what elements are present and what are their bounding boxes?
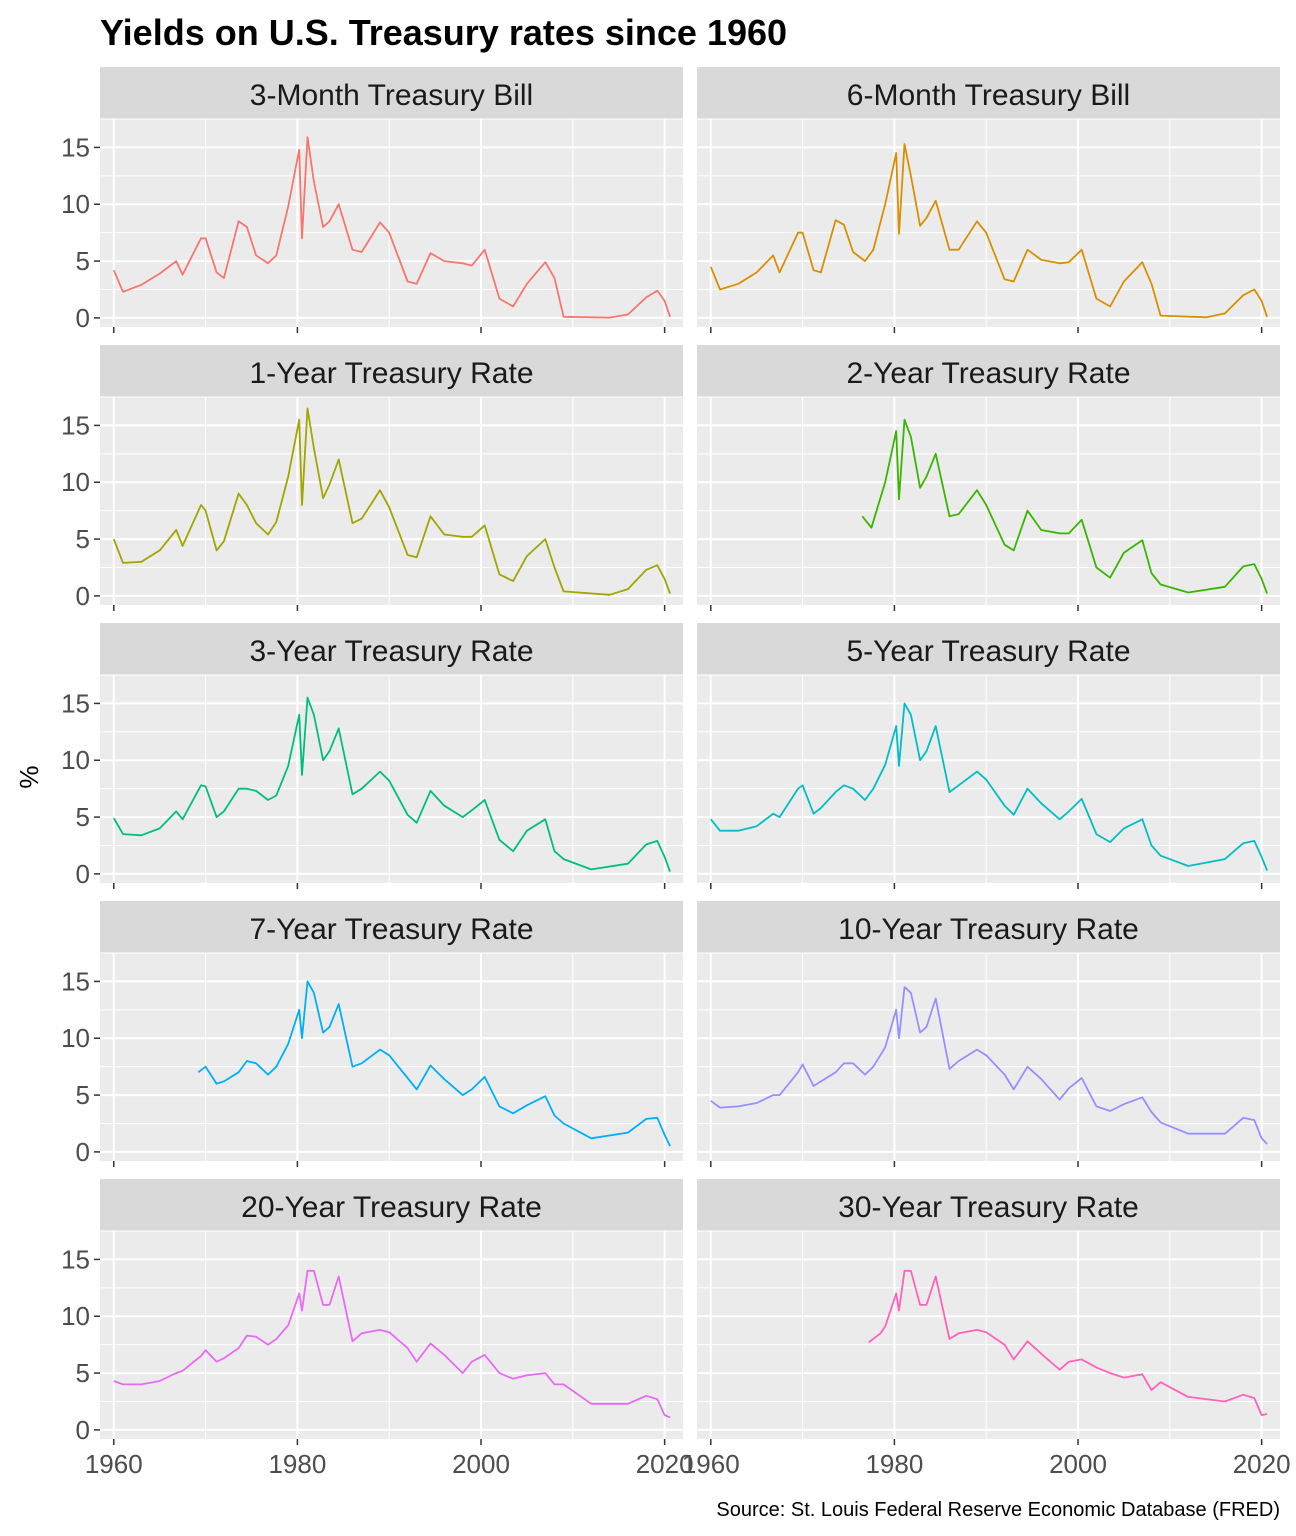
facet-strip-label: 5-Year Treasury Rate [846,635,1130,668]
panel-background [697,119,1280,327]
y-axis-title: % [14,765,44,788]
x-tick-label: 1960 [85,1449,143,1479]
facet-strip [697,1179,1280,1231]
facet-strip-label: 10-Year Treasury Rate [838,913,1139,946]
facet-strip [100,67,683,119]
x-tick-label: 2020 [636,1449,694,1479]
facet-strip-label: 3-Year Treasury Rate [249,635,533,668]
y-tick-label: 0 [76,581,90,611]
facet-panel-7: 7-Year Treasury Rate 0 5 10 15 [61,901,683,1167]
series-line [861,418,1268,594]
y-tick-label: 15 [61,410,90,440]
series-line [710,986,1268,1145]
panel-background [100,119,683,327]
facet-strip [100,1179,683,1231]
panel-background [100,397,683,605]
facet-strip [697,901,1280,953]
series-line [868,1269,1268,1416]
y-tick-label: 10 [61,189,90,219]
panel-background [697,397,1280,605]
y-tick-label: 5 [76,1358,90,1388]
x-tick-label: 2000 [1049,1449,1107,1479]
facet-strip-label: 30-Year Treasury Rate [838,1191,1139,1224]
facet-panel-2: 6-Month Treasury Bill [697,67,1280,333]
series-line [710,702,1268,871]
facet-panel-6: 5-Year Treasury Rate [697,623,1280,889]
facet-strip [697,623,1280,675]
facet-strip-label: 6-Month Treasury Bill [847,79,1130,112]
y-tick-label: 15 [61,132,90,162]
facet-panel-5: 3-Year Treasury Rate 0 5 10 15 [61,623,683,889]
series-line [709,143,1268,319]
y-tick-label: 0 [76,303,90,333]
y-tick-label: 5 [76,246,90,276]
x-tick-label: 1980 [268,1449,326,1479]
y-tick-label: 5 [76,1080,90,1110]
y-tick-label: 10 [61,745,90,775]
facet-panels: 3-Month Treasury Bill 0 5 10 15 6-Month Treas… [61,67,1291,1479]
panel-background [697,675,1280,883]
facet-strip-label: 2-Year Treasury Rate [846,357,1130,390]
facet-strip [100,623,683,675]
y-tick-label: 0 [76,1137,90,1167]
facet-panel-10: 30-Year Treasury Rate 1960 1980 2000 2020 [682,1179,1291,1479]
series-line [197,980,671,1147]
facet-strip-label: 7-Year Treasury Rate [249,913,533,946]
facet-strip [697,67,1280,119]
chart-caption: Source: St. Louis Federal Reserve Econom… [716,1499,1280,1521]
chart-title: Yields on U.S. Treasury rates since 1960 [100,12,787,53]
y-tick-label: 10 [61,1023,90,1053]
y-tick-label: 10 [61,1301,90,1331]
facet-panel-3: 1-Year Treasury Rate 0 5 10 15 [61,345,683,611]
x-tick-label: 1980 [865,1449,923,1479]
x-tick-label: 2020 [1233,1449,1291,1479]
facet-strip [100,901,683,953]
facet-panel-8: 10-Year Treasury Rate [697,901,1280,1167]
y-tick-label: 15 [61,1244,90,1274]
facet-panel-9: 20-Year Treasury Rate 0 5 10 15 1960 1980 2000 2… [61,1179,694,1479]
series-line [112,407,671,596]
facet-strip-label: 20-Year Treasury Rate [241,1191,542,1224]
facet-panel-4: 2-Year Treasury Rate [697,345,1280,611]
facet-strip-label: 3-Month Treasury Bill [250,79,533,112]
series-line [113,1269,671,1419]
panel-background [100,675,683,883]
x-tick-label: 1960 [682,1449,740,1479]
y-tick-label: 0 [76,859,90,889]
facet-strip [100,345,683,397]
x-tick-label: 2000 [452,1449,510,1479]
series-line [112,136,671,319]
facet-strip [697,345,1280,397]
y-tick-label: 5 [76,524,90,554]
y-tick-label: 15 [61,966,90,996]
y-tick-label: 5 [76,802,90,832]
panel-background [697,1231,1280,1439]
facet-strip-label: 1-Year Treasury Rate [249,357,533,390]
facet-panel-1: 3-Month Treasury Bill 0 5 10 15 [61,67,683,333]
y-tick-label: 15 [61,688,90,718]
y-tick-label: 10 [61,467,90,497]
y-tick-label: 0 [76,1415,90,1445]
series-line [113,696,671,872]
